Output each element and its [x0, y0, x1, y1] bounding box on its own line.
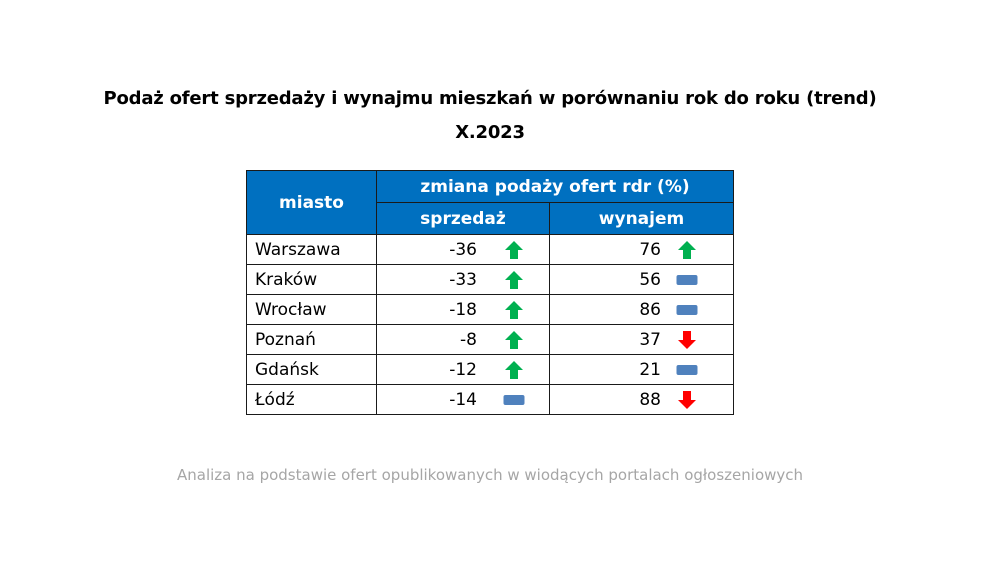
table-row: Poznań -8 37: [246, 324, 734, 355]
table-row: Kraków -33 56: [246, 264, 734, 295]
sale-cell: -8: [376, 324, 550, 355]
down-arrow-icon: [676, 390, 698, 410]
sale-value: -12: [449, 359, 477, 380]
rent-cell: 37: [549, 324, 734, 355]
rent-value: 88: [639, 389, 661, 410]
city-cell: Łódź: [246, 384, 377, 415]
rent-cell: 88: [549, 384, 734, 415]
flat-bar-icon: [676, 270, 698, 290]
up-arrow-icon: [503, 330, 525, 350]
header-change-group: zmiana podaży ofert rdr (%): [376, 170, 734, 203]
down-arrow-icon: [676, 330, 698, 350]
city-cell: Warszawa: [246, 234, 377, 265]
table-row: Wrocław -18 86: [246, 294, 734, 325]
rent-cell: 56: [549, 264, 734, 295]
footnote: Analiza na podstawie ofert opublikowanyc…: [176, 466, 804, 484]
flat-bar-icon: [503, 390, 525, 410]
sale-value: -36: [449, 239, 477, 260]
sale-value: -8: [460, 329, 477, 350]
sale-cell: -18: [376, 294, 550, 325]
city-cell: Gdańsk: [246, 354, 377, 385]
city-cell: Wrocław: [246, 294, 377, 325]
flat-bar-icon: [676, 300, 698, 320]
rent-value: 76: [639, 239, 661, 260]
header-city: miasto: [246, 170, 377, 235]
up-arrow-icon: [503, 240, 525, 260]
rent-value: 37: [639, 329, 661, 350]
table-row: Gdańsk -12 21: [246, 354, 734, 385]
sale-value: -18: [449, 299, 477, 320]
up-arrow-icon: [503, 360, 525, 380]
sale-cell: -36: [376, 234, 550, 265]
flat-bar-icon: [676, 360, 698, 380]
up-arrow-icon: [503, 270, 525, 290]
rent-cell: 21: [549, 354, 734, 385]
rent-cell: 86: [549, 294, 734, 325]
up-arrow-icon: [503, 300, 525, 320]
rent-value: 21: [639, 359, 661, 380]
page-subtitle-period: X.2023: [455, 122, 525, 143]
city-cell: Kraków: [246, 264, 377, 295]
page-title: Podaż ofert sprzedaży i wynajmu mieszkań…: [103, 88, 877, 109]
up-arrow-icon: [676, 240, 698, 260]
table-body: Warszawa -36 76 Kraków -33 56 Wrocław -18 86 Pozn…: [246, 234, 734, 415]
rent-value: 56: [639, 269, 661, 290]
supply-trend-table: miasto zmiana podaży ofert rdr (%) sprze…: [246, 170, 734, 415]
sale-value: -33: [449, 269, 477, 290]
table-row: Warszawa -36 76: [246, 234, 734, 265]
sale-value: -14: [449, 389, 477, 410]
city-cell: Poznań: [246, 324, 377, 355]
header-sale: sprzedaż: [376, 202, 550, 235]
header-rent: wynajem: [549, 202, 734, 235]
sale-cell: -14: [376, 384, 550, 415]
rent-cell: 76: [549, 234, 734, 265]
table-row: Łódź -14 88: [246, 384, 734, 415]
rent-value: 86: [639, 299, 661, 320]
sale-cell: -33: [376, 264, 550, 295]
sale-cell: -12: [376, 354, 550, 385]
